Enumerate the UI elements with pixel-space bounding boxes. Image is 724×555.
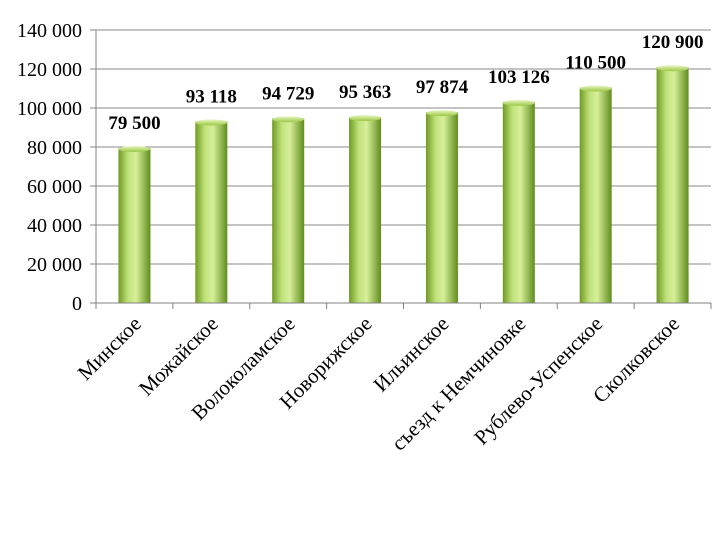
bar bbox=[425, 110, 458, 304]
axes bbox=[95, 30, 712, 309]
data-label: 94 729 bbox=[262, 83, 314, 104]
bar bbox=[579, 85, 612, 304]
y-tick-label: 140 000 bbox=[17, 20, 82, 42]
bar-cap bbox=[502, 99, 535, 106]
bar-cap bbox=[272, 116, 305, 123]
bar bbox=[656, 65, 689, 304]
x-axis-category-labels: МинскоеМожайскоеВолоколамскоеНоворижское… bbox=[73, 312, 684, 456]
bar-body bbox=[579, 87, 612, 304]
bar-body bbox=[425, 112, 458, 304]
bar bbox=[195, 119, 228, 304]
y-tick-label: 0 bbox=[72, 293, 82, 315]
y-tick-label: 120 000 bbox=[17, 59, 82, 81]
bar-cap bbox=[195, 119, 228, 126]
bar-cap bbox=[118, 145, 151, 152]
y-axis-ticks: 0 20 000 40 000 60 000 80 000 100 000 120 000 1… bbox=[17, 20, 96, 315]
data-label: 97 874 bbox=[416, 77, 469, 98]
data-label: 93 118 bbox=[186, 86, 237, 107]
bar-body bbox=[349, 117, 382, 304]
bar-body bbox=[118, 147, 151, 303]
bar-cap bbox=[656, 65, 689, 72]
bar-body bbox=[195, 121, 228, 304]
data-label: 103 126 bbox=[488, 67, 550, 88]
category-label: Минское bbox=[73, 312, 146, 385]
data-labels: 79 500 93 118 94 729 95 363 97 874 103 126 110… bbox=[108, 32, 703, 134]
bar-cap bbox=[425, 110, 458, 117]
y-tick-label: 80 000 bbox=[27, 137, 82, 159]
y-tick-label: 40 000 bbox=[27, 215, 82, 237]
bar-body bbox=[272, 118, 305, 304]
bar bbox=[118, 145, 151, 303]
y-tick-label: 100 000 bbox=[17, 98, 82, 120]
bars bbox=[118, 65, 689, 304]
y-tick-label: 20 000 bbox=[27, 254, 82, 276]
bar-cap bbox=[579, 85, 612, 92]
data-label: 79 500 bbox=[108, 113, 160, 134]
y-tick-label: 60 000 bbox=[27, 176, 82, 198]
bar-body bbox=[502, 101, 535, 303]
bar bbox=[502, 99, 535, 303]
category-label: Рублево-Успенское bbox=[469, 312, 607, 450]
bar-cap bbox=[349, 115, 382, 122]
data-label: 110 500 bbox=[565, 53, 626, 74]
data-label: 120 900 bbox=[642, 32, 704, 53]
data-label: 95 363 bbox=[339, 82, 391, 103]
bar bbox=[349, 115, 382, 304]
bar bbox=[272, 116, 305, 304]
bar-body bbox=[656, 67, 689, 304]
category-label: съезд к Немчиновке bbox=[387, 312, 531, 456]
